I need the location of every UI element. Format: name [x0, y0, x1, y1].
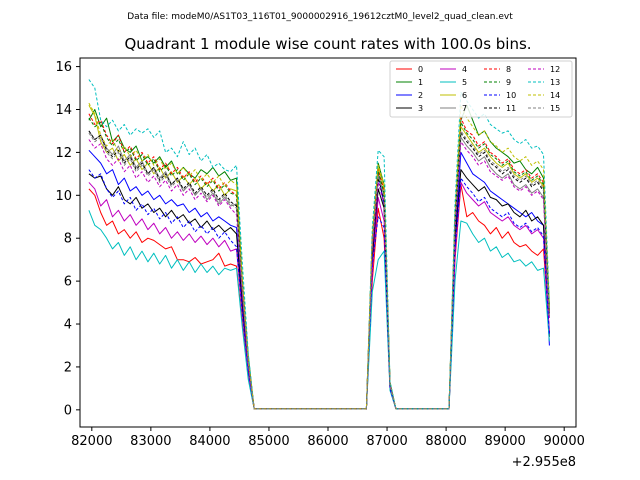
y-tick-label: 12: [55, 146, 72, 161]
legend-label-9: 9: [506, 78, 511, 87]
legend-label-13: 13: [550, 78, 560, 87]
x-tick-label: 90000: [544, 434, 585, 449]
x-tick-label: 87000: [366, 434, 407, 449]
x-tick-label: 89000: [484, 434, 525, 449]
y-tick-label: 10: [55, 189, 72, 204]
x-tick-label: 85000: [248, 434, 289, 449]
legend-label-11: 11: [506, 104, 516, 113]
chart-supertitle: Data file: modeM0/AS1T03_116T01_90000029…: [127, 12, 513, 22]
legend-label-2: 2: [418, 91, 423, 100]
legend-label-14: 14: [550, 91, 560, 100]
legend-label-5: 5: [462, 78, 467, 87]
x-tick-label: 86000: [307, 434, 348, 449]
legend-label-4: 4: [462, 65, 467, 74]
legend-label-7: 7: [462, 104, 467, 113]
y-tick-label: 6: [64, 275, 72, 290]
series-layer: [88, 79, 550, 410]
ticks-layer: 82000 83000 84000 85000 86000 87000 88000 89000…: [55, 60, 584, 449]
x-tick-label: 83000: [130, 434, 171, 449]
y-tick-label: 2: [64, 360, 72, 375]
legend-label-3: 3: [418, 104, 423, 113]
x-tick-label: 84000: [189, 434, 230, 449]
legend-label-10: 10: [506, 91, 516, 100]
chart-title: Quadrant 1 module wise count rates with …: [124, 35, 531, 53]
y-tick-label: 0: [64, 403, 72, 418]
legend-label-0: 0: [418, 65, 423, 74]
x-offset-label: +2.955e8: [512, 455, 576, 470]
y-tick-label: 8: [64, 232, 72, 247]
y-tick-label: 16: [55, 60, 72, 75]
x-tick-label: 88000: [425, 434, 466, 449]
legend-label-1: 1: [418, 78, 423, 87]
legend-box: [389, 60, 573, 118]
x-tick-label: 82000: [71, 434, 112, 449]
series-line-15: [88, 130, 550, 410]
legend-label-12: 12: [550, 65, 560, 74]
y-tick-label: 4: [64, 318, 72, 333]
y-tick-label: 14: [55, 103, 72, 118]
plot-frame: [79, 57, 577, 428]
legend-label-6: 6: [462, 91, 467, 100]
legend-label-8: 8: [506, 65, 511, 74]
legend-label-15: 15: [550, 104, 560, 113]
